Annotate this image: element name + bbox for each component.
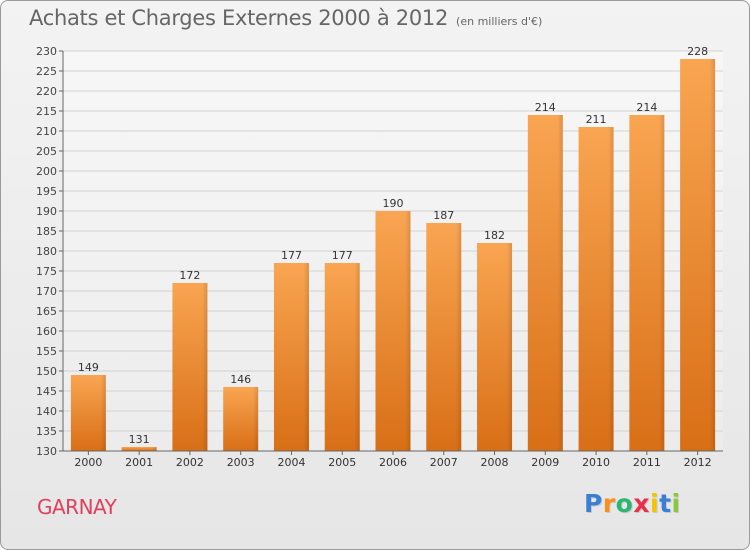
y-tick-label: 165 bbox=[36, 305, 57, 318]
bar-shade bbox=[629, 115, 665, 451]
proxiti-logo[interactable]: Proxiti bbox=[584, 489, 681, 518]
logo-letter: r bbox=[602, 489, 616, 518]
bar-shade bbox=[578, 127, 614, 451]
y-tick-label: 130 bbox=[36, 445, 57, 458]
bar-shade bbox=[477, 243, 513, 451]
y-tick-label: 180 bbox=[36, 245, 57, 258]
y-tick-label: 205 bbox=[36, 145, 57, 158]
bar-shade bbox=[121, 447, 157, 451]
bar-shade bbox=[375, 211, 411, 451]
x-tick-label: 2011 bbox=[633, 456, 661, 469]
bar-value-label: 211 bbox=[586, 113, 607, 126]
y-tick-label: 220 bbox=[36, 85, 57, 98]
y-tick-label: 215 bbox=[36, 105, 57, 118]
x-tick-label: 2007 bbox=[430, 456, 458, 469]
logo-letter: o bbox=[615, 489, 634, 518]
y-tick-label: 230 bbox=[36, 45, 57, 58]
bar-value-label: 214 bbox=[636, 101, 657, 114]
bar-value-label: 228 bbox=[687, 45, 708, 58]
bar-value-label: 182 bbox=[484, 229, 505, 242]
bar-value-label: 190 bbox=[383, 197, 404, 210]
location-name: GARNAY bbox=[37, 495, 117, 519]
labels: 130 135 140 145 150 155 160 165 170 175 180 185 190 1… bbox=[36, 45, 712, 469]
bar-shade bbox=[273, 263, 309, 451]
bar-value-label: 177 bbox=[332, 249, 353, 262]
x-tick-label: 2004 bbox=[277, 456, 305, 469]
bar-value-label: 146 bbox=[230, 373, 251, 386]
bar-value-label: 131 bbox=[129, 433, 150, 446]
logo-letter: t bbox=[659, 489, 672, 518]
title-text: Achats et Charges Externes 2000 à 2012 bbox=[29, 6, 449, 30]
x-tick-label: 2008 bbox=[481, 456, 509, 469]
logo-letter: i bbox=[671, 489, 681, 518]
y-tick-label: 175 bbox=[36, 265, 57, 278]
axes bbox=[59, 50, 723, 455]
y-tick-label: 145 bbox=[36, 385, 57, 398]
y-tick-label: 190 bbox=[36, 205, 57, 218]
x-tick-label: 2009 bbox=[531, 456, 559, 469]
y-tick-label: 195 bbox=[36, 185, 57, 198]
logo-letter: P bbox=[584, 489, 603, 518]
x-tick-label: 2002 bbox=[176, 456, 204, 469]
y-tick-label: 200 bbox=[36, 165, 57, 178]
bar-shade bbox=[172, 283, 208, 451]
x-tick-label: 2000 bbox=[74, 456, 102, 469]
x-tick-label: 2001 bbox=[125, 456, 153, 469]
bar-shade bbox=[527, 115, 563, 451]
x-tick-label: 2006 bbox=[379, 456, 407, 469]
bar-shade bbox=[324, 263, 360, 451]
bar-value-label: 177 bbox=[281, 249, 302, 262]
bar-value-label: 187 bbox=[433, 209, 454, 222]
bars bbox=[70, 59, 716, 451]
y-tick-label: 225 bbox=[36, 65, 57, 78]
y-tick-label: 155 bbox=[36, 345, 57, 358]
bar-value-label: 149 bbox=[78, 361, 99, 374]
bar-shade bbox=[680, 59, 716, 451]
bar-shade bbox=[223, 387, 259, 451]
bar-value-label: 172 bbox=[179, 269, 200, 282]
unit-text: (en milliers d'€) bbox=[456, 15, 543, 28]
x-tick-label: 2005 bbox=[328, 456, 356, 469]
x-tick-label: 2012 bbox=[684, 456, 712, 469]
x-tick-label: 2010 bbox=[582, 456, 610, 469]
y-tick-label: 170 bbox=[36, 285, 57, 298]
y-tick-label: 185 bbox=[36, 225, 57, 238]
y-tick-label: 160 bbox=[36, 325, 57, 338]
y-tick-label: 135 bbox=[36, 425, 57, 438]
bar-shade bbox=[70, 375, 106, 451]
chart-title: Achats et Charges Externes 2000 à 2012 (e… bbox=[29, 6, 542, 30]
logo-letter: x bbox=[633, 489, 650, 518]
bar-shade bbox=[426, 223, 462, 451]
x-tick-label: 2003 bbox=[227, 456, 255, 469]
y-tick-label: 150 bbox=[36, 365, 57, 378]
y-tick-label: 210 bbox=[36, 125, 57, 138]
logo-letter: i bbox=[650, 489, 660, 518]
y-tick-label: 140 bbox=[36, 405, 57, 418]
bar-value-label: 214 bbox=[535, 101, 556, 114]
